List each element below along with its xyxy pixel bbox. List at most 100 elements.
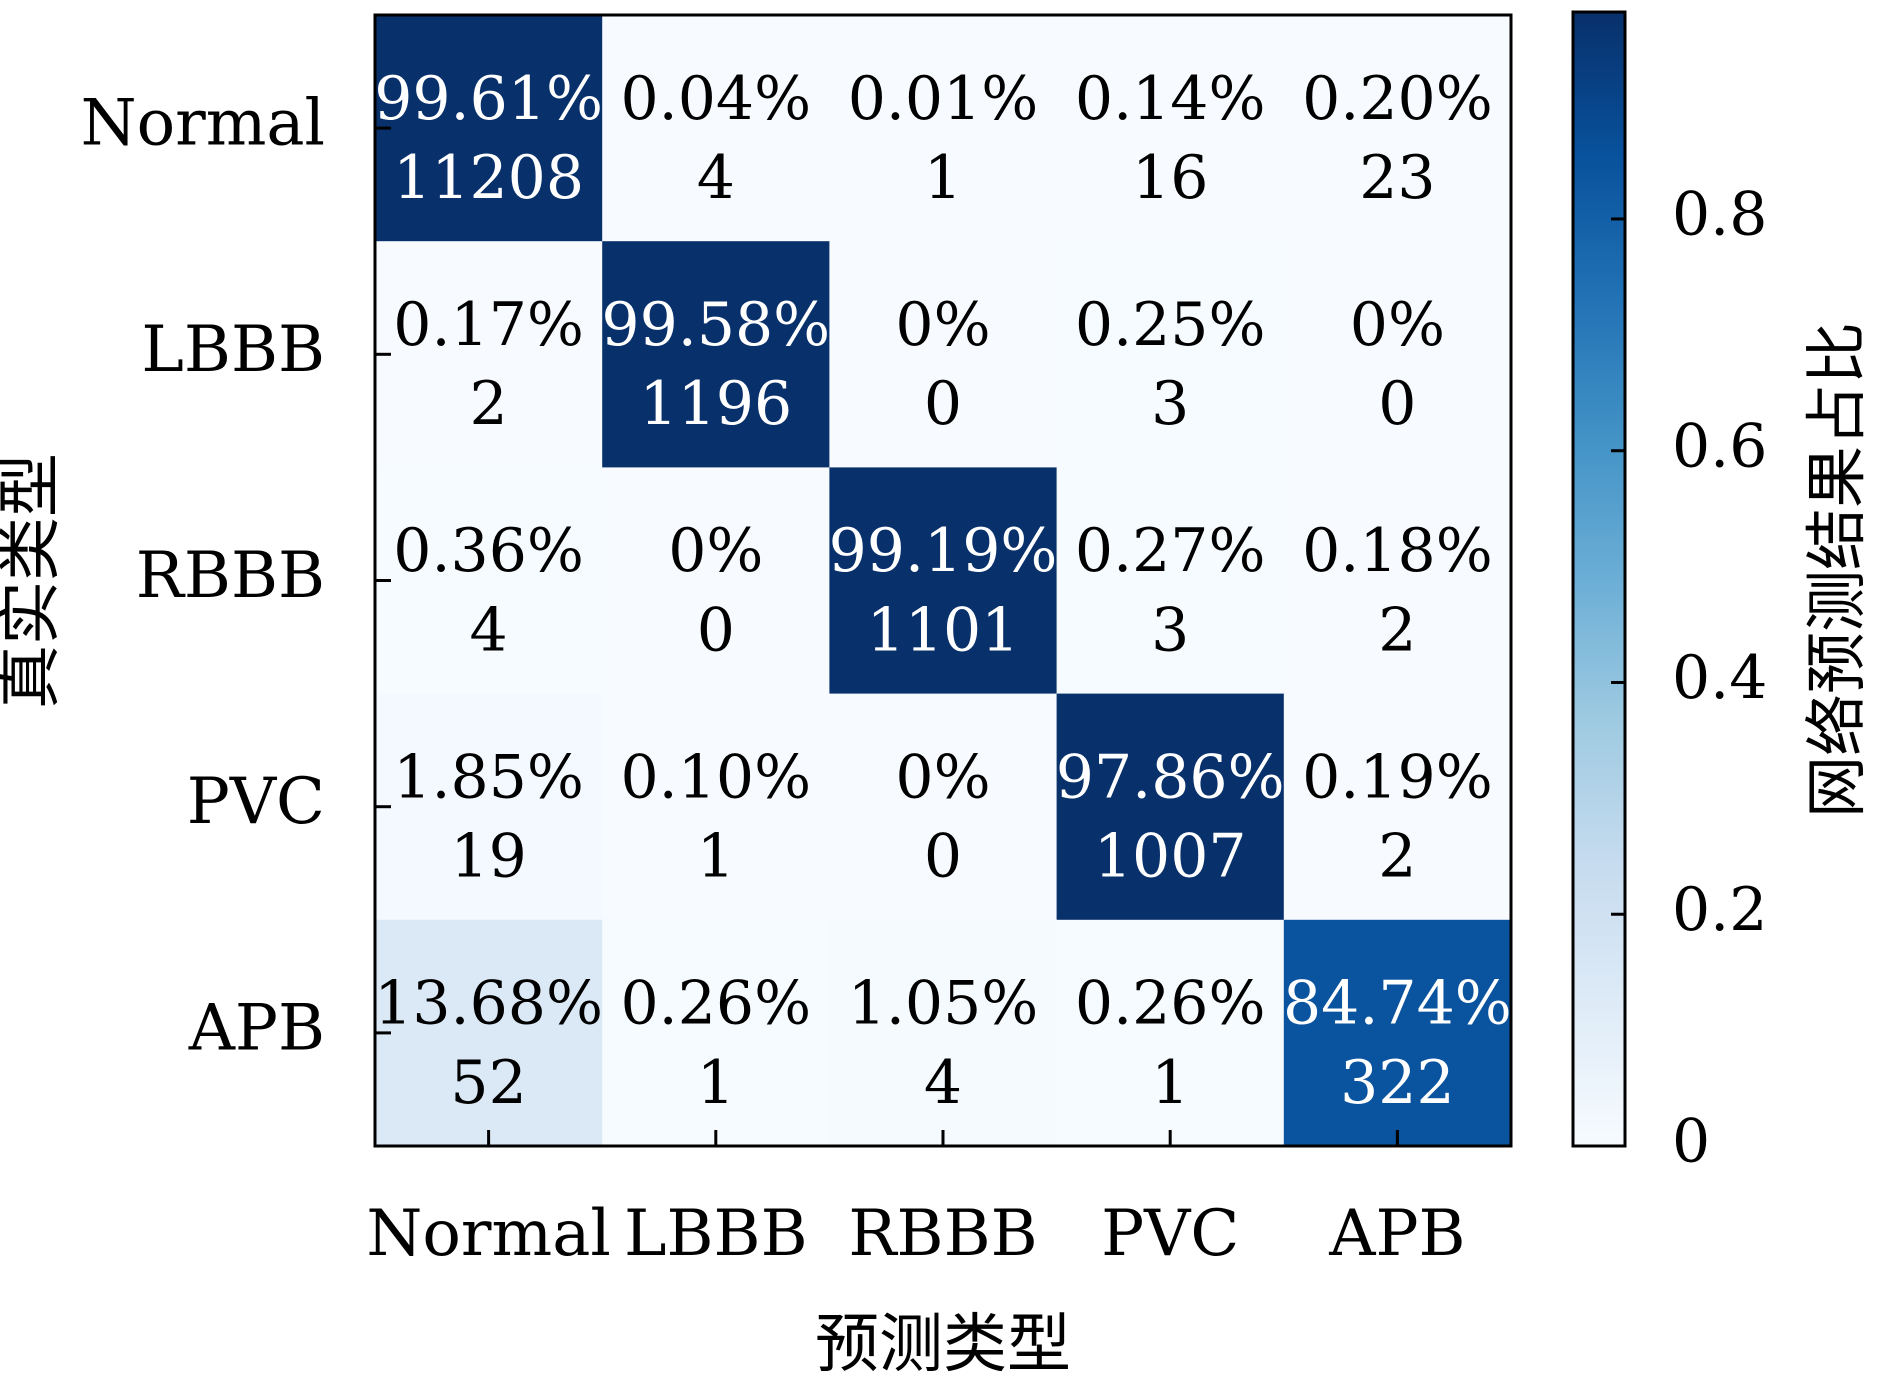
cell-labels: 99.61%112080.04%40.01%10.14%160.20%230.1…: [374, 64, 1512, 1118]
heatmap-cell-apb-apb: [1283, 919, 1512, 1147]
heatmap-cell-apb-normal: [375, 919, 603, 1147]
heatmap-cell-rbbb-pvc: [1056, 467, 1285, 695]
heatmap-cell-pvc-normal: [375, 693, 603, 921]
cell-count-label: 4: [697, 143, 735, 213]
heatmap-cell-normal-lbbb: [602, 15, 830, 242]
cell-count-label: 322: [1340, 1048, 1455, 1118]
cell-count-label: 0: [1378, 369, 1416, 439]
x-axis-label: 预测类型: [815, 1308, 1071, 1382]
cell-percent-label: 99.19%: [829, 516, 1058, 586]
heatmap-cell-pvc-rbbb: [829, 693, 1058, 921]
cell-count-label: 1007: [1094, 822, 1247, 892]
cell-count-label: 4: [470, 595, 508, 665]
heatmap-cell-pvc-apb: [1283, 693, 1512, 921]
heatmap-cell-normal-apb: [1283, 15, 1512, 242]
cell-percent-label: 99.58%: [601, 290, 830, 360]
heatmap-cell-lbbb-rbbb: [829, 241, 1058, 468]
cell-count-label: 1196: [639, 369, 792, 439]
y-axis-ticks: Normal LBBB RBBB PVC APB: [81, 87, 391, 1065]
x-axis-ticks: Normal LBBB RBBB PVC APB: [366, 1130, 1466, 1271]
x-tick-label-pvc: PVC: [1101, 1197, 1239, 1271]
colorbar-tick-label: 0.2: [1672, 875, 1767, 945]
cell-count-label: 0: [924, 369, 962, 439]
colorbar-tick-label: 0.4: [1672, 643, 1767, 713]
y-tick-label-pvc: PVC: [187, 765, 325, 839]
heatmap-cell-lbbb-lbbb: [602, 241, 830, 468]
heatmap-cell-normal-pvc: [1056, 15, 1285, 242]
cell-count-label: 4: [924, 1048, 962, 1118]
cell-percent-label: 0%: [668, 516, 763, 586]
cell-percent-label: 0.18%: [1302, 516, 1493, 586]
cell-count-label: 2: [1378, 595, 1416, 665]
y-tick-label-apb: APB: [188, 991, 325, 1065]
cell-count-label: 2: [1378, 822, 1416, 892]
cell-percent-label: 0.17%: [393, 290, 584, 360]
cell-count-label: 1: [697, 1048, 735, 1118]
heatmap-cell-rbbb-apb: [1283, 467, 1512, 695]
colorbar-tick-label: 0: [1672, 1107, 1710, 1177]
cell-percent-label: 0.01%: [848, 64, 1039, 134]
cell-percent-label: 99.61%: [374, 64, 603, 134]
x-tick-label-normal: Normal: [366, 1197, 610, 1271]
cell-count-label: 1: [924, 143, 962, 213]
cell-percent-label: 0.04%: [620, 64, 811, 134]
cell-count-label: 0: [697, 595, 735, 665]
cell-count-label: 1: [1151, 1048, 1189, 1118]
x-tick-label-rbbb: RBBB: [848, 1197, 1037, 1271]
cell-percent-label: 0.10%: [620, 742, 811, 812]
cell-percent-label: 84.74%: [1283, 969, 1512, 1039]
heatmap-cell-rbbb-normal: [375, 467, 603, 695]
cell-percent-label: 0%: [1350, 290, 1445, 360]
x-tick-label-apb: APB: [1328, 1197, 1465, 1271]
cell-percent-label: 0.14%: [1075, 64, 1266, 134]
cell-count-label: 23: [1359, 143, 1435, 213]
cell-count-label: 52: [450, 1048, 526, 1118]
y-tick-label-rbbb: RBBB: [136, 539, 325, 613]
y-tick-label-normal: Normal: [81, 87, 325, 161]
cell-count-label: 3: [1151, 595, 1189, 665]
heatmap-cell-pvc-pvc: [1056, 693, 1285, 921]
cell-count-label: 11208: [393, 143, 584, 213]
heatmap-cell-lbbb-apb: [1283, 241, 1512, 468]
heatmap-cell-pvc-lbbb: [602, 693, 830, 921]
cell-percent-label: 0%: [895, 290, 990, 360]
cell-percent-label: 1.85%: [393, 742, 584, 812]
heatmap-cell-apb-rbbb: [829, 919, 1058, 1147]
cell-percent-label: 1.05%: [848, 969, 1039, 1039]
cell-count-label: 19: [450, 822, 526, 892]
colorbar-ticks: 0 0.2 0.4 0.6 0.8: [1611, 180, 1767, 1177]
heatmap-cell-lbbb-pvc: [1056, 241, 1285, 468]
heatmap-cell-normal-normal: [375, 15, 603, 242]
cell-count-label: 1101: [867, 595, 1020, 665]
cell-percent-label: 0.19%: [1302, 742, 1493, 812]
cell-percent-label: 0.25%: [1075, 290, 1266, 360]
cell-count-label: 1: [697, 822, 735, 892]
heatmap-cell-rbbb-lbbb: [602, 467, 830, 695]
heatmap-cell-apb-lbbb: [602, 919, 830, 1147]
x-tick-label-lbbb: LBBB: [624, 1197, 808, 1271]
cell-percent-label: 97.86%: [1056, 742, 1285, 812]
cell-percent-label: 0%: [895, 742, 990, 812]
cell-count-label: 0: [924, 822, 962, 892]
cell-count-label: 3: [1151, 369, 1189, 439]
cell-count-label: 16: [1132, 143, 1208, 213]
heatmap-cells: [375, 15, 1512, 1147]
cell-percent-label: 0.27%: [1075, 516, 1266, 586]
heatmap-cell-lbbb-normal: [375, 241, 603, 468]
colorbar-tick-label: 0.8: [1672, 180, 1767, 250]
cell-percent-label: 0.26%: [1075, 969, 1266, 1039]
y-axis-label: 真实类型: [0, 453, 68, 709]
heatmap-cell-normal-rbbb: [829, 15, 1058, 242]
cell-percent-label: 0.36%: [393, 516, 584, 586]
cell-percent-label: 0.20%: [1302, 64, 1493, 134]
cell-percent-label: 0.26%: [620, 969, 811, 1039]
heatmap-cell-rbbb-rbbb: [829, 467, 1058, 695]
colorbar: [1571, 10, 1627, 1148]
cell-percent-label: 13.68%: [374, 969, 603, 1039]
colorbar-tick-label: 0.6: [1672, 411, 1767, 481]
cell-count-label: 2: [470, 369, 508, 439]
heatmap-cell-apb-pvc: [1056, 919, 1285, 1147]
colorbar-label: 网络预测结果占比: [1800, 322, 1873, 818]
y-tick-label-lbbb: LBBB: [141, 313, 325, 387]
